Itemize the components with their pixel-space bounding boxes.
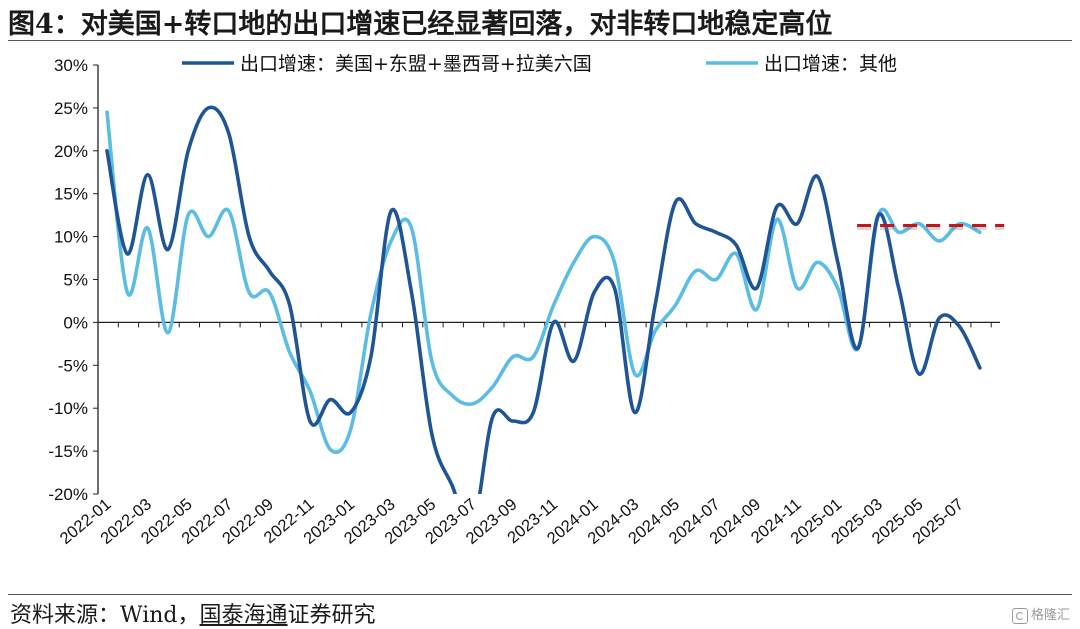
y-tick-label: -5% — [58, 356, 88, 375]
reference-layer — [857, 223, 1005, 230]
y-tick-label: 5% — [63, 271, 88, 290]
title-rule — [8, 40, 1072, 41]
y-tick-label: 0% — [63, 313, 88, 332]
y-axis: 30% 25% 20% 15% 10% 5% 0% -5% -10% -15% -20% — [48, 56, 99, 504]
y-tick-label: -10% — [48, 399, 88, 418]
source-suffix: 证券研究 — [287, 603, 376, 628]
y-tick-label: 30% — [54, 56, 88, 75]
x-axis: 2022-012022-032022-052022-072022-092022-… — [57, 321, 1000, 548]
source-note: 资料来源：Wind，国泰海通证券研究 — [10, 597, 376, 629]
legend-item-other-label: 出口增速：其他 — [764, 53, 897, 75]
watermark: 格隆汇 — [1011, 604, 1070, 624]
y-tick-label: 10% — [54, 228, 88, 247]
y-tick-label: -20% — [48, 485, 88, 504]
legend: 出口增速：美国+东盟+墨西哥+拉美六国 出口增速：其他 — [182, 53, 897, 75]
series-line-us-asean-mexico-latam — [105, 105, 982, 494]
series-line-other — [105, 110, 982, 454]
source-rule — [8, 594, 1072, 595]
y-tick-label: 15% — [54, 185, 88, 204]
watermark-text: 格隆汇 — [1030, 608, 1070, 623]
source-prefix: 资料来源：Wind， — [10, 603, 200, 628]
series-layer — [105, 105, 982, 494]
y-tick-label: 25% — [54, 99, 88, 118]
chart-title: 图4：对美国+转口地的出口增速已经显著回落，对非转口地稳定高位 — [8, 9, 833, 40]
y-tick-label: 20% — [54, 142, 88, 161]
legend-item-us-asean-mexico-latam-label: 出口增速：美国+东盟+墨西哥+拉美六国 — [240, 53, 592, 75]
y-tick-label: -15% — [48, 442, 88, 461]
gelonghui-logo-icon — [1011, 607, 1028, 624]
source-institution: 国泰海通 — [199, 603, 288, 628]
